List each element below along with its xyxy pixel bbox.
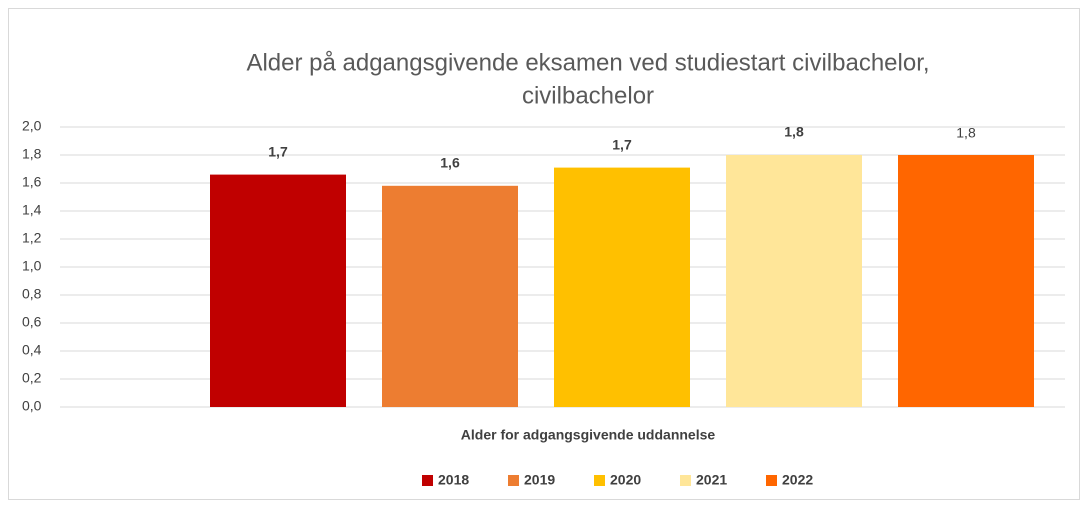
legend-swatch	[766, 475, 777, 486]
y-tick-label: 1,2	[22, 230, 42, 246]
legend-swatch	[680, 475, 691, 486]
y-tick-label: 0,6	[22, 314, 42, 330]
data-label: 1,8	[784, 124, 804, 140]
data-label: 1,6	[440, 155, 460, 171]
y-tick-label: 0,8	[22, 286, 42, 302]
chart-title: civilbachelor	[522, 82, 654, 109]
y-tick-label: 2,0	[22, 118, 42, 134]
y-tick-label: 1,0	[22, 258, 42, 274]
y-tick-label: 0,4	[22, 342, 42, 358]
y-tick-label: 0,2	[22, 370, 42, 386]
bar	[382, 185, 518, 407]
y-tick-label: 1,8	[22, 146, 42, 162]
legend-label: 2021	[696, 472, 727, 488]
legend-swatch	[422, 475, 433, 486]
legend-label: 2018	[438, 472, 469, 488]
data-label: 1,7	[268, 143, 288, 159]
legend-label: 2019	[524, 472, 555, 488]
chart-title: Alder på adgangsgivende eksamen ved stud…	[246, 49, 929, 76]
data-label: 1,8	[956, 125, 976, 141]
legend-swatch	[508, 475, 519, 486]
x-tick-label: Alder for adgangsgivende uddannelse	[461, 427, 716, 443]
bar	[898, 155, 1034, 407]
legend-label: 2020	[610, 472, 641, 488]
data-label: 1,7	[612, 136, 632, 152]
y-tick-label: 0,0	[22, 398, 42, 414]
legend-swatch	[594, 475, 605, 486]
bar	[554, 167, 690, 407]
bar	[726, 155, 862, 407]
legend-label: 2022	[782, 472, 813, 488]
y-tick-label: 1,4	[22, 202, 42, 218]
y-tick-label: 1,6	[22, 174, 42, 190]
bar	[210, 174, 346, 407]
